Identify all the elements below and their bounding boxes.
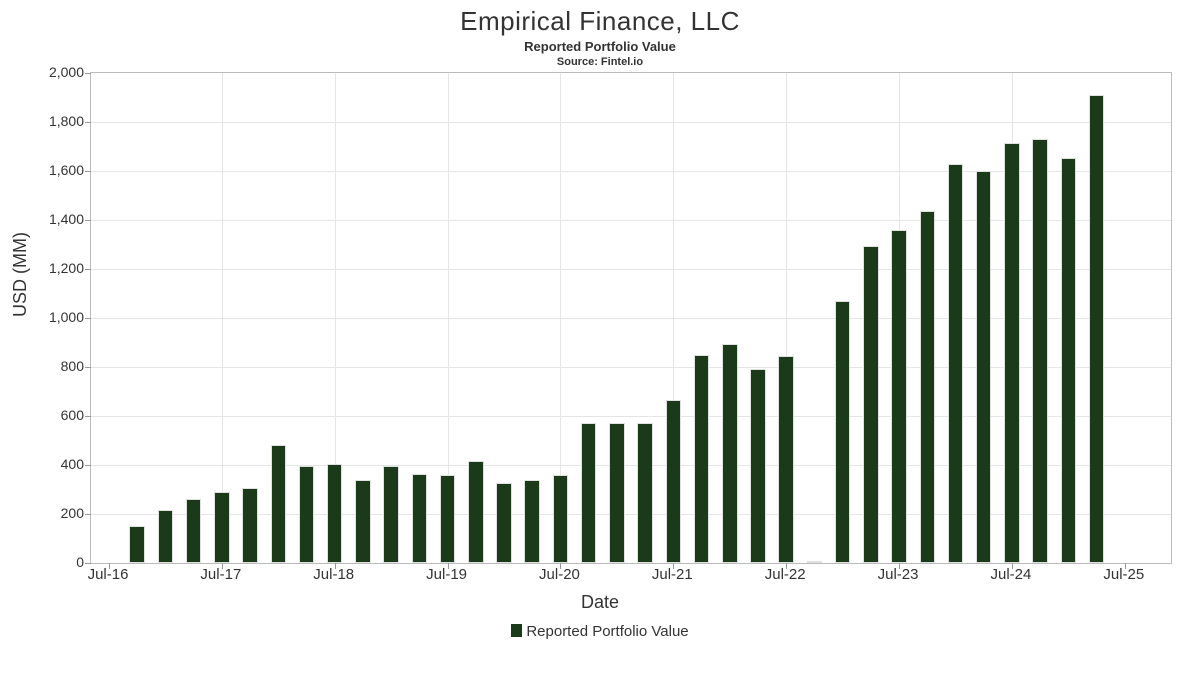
x-tick-label: Jul-22 [765,566,806,583]
legend-label: Reported Portfolio Value [526,623,688,640]
bar [778,356,794,563]
y-tick-label: 200 [4,505,84,521]
bar [383,466,399,563]
y-tick-mark [85,367,91,368]
y-tick-label: 1,400 [4,211,84,227]
y-tick-mark [85,514,91,515]
bar [807,561,823,563]
gridline-horizontal [91,122,1171,123]
x-tick-label: Jul-25 [1103,566,1144,583]
bar [214,492,230,563]
y-tick-mark [85,220,91,221]
y-tick-mark [85,416,91,417]
bar [1089,95,1105,563]
bar [835,301,851,563]
bar [186,499,202,563]
bar [1032,139,1048,563]
bar [129,526,145,563]
bar [666,400,682,563]
bar [355,480,371,563]
bar [581,423,597,563]
x-tick-label: Jul-19 [426,566,467,583]
bar [694,355,710,563]
y-tick-mark [85,171,91,172]
y-tick-label: 1,000 [4,309,84,325]
bar [920,211,936,563]
y-tick-label: 600 [4,407,84,423]
bar [609,423,625,563]
x-tick-label: Jul-18 [313,566,354,583]
bar [637,423,653,563]
y-tick-mark [85,465,91,466]
y-tick-label: 800 [4,358,84,374]
x-tick-label: Jul-17 [200,566,241,583]
y-tick-label: 400 [4,456,84,472]
bar [976,171,992,563]
bar [722,344,738,563]
bar [750,369,766,563]
chart-source: Source: Fintel.io [0,56,1200,68]
chart-titles: Empirical Finance, LLC Reported Portfoli… [0,0,1200,68]
bar [1061,158,1077,563]
chart-title: Empirical Finance, LLC [0,6,1200,37]
x-tick-label: Jul-20 [539,566,580,583]
bar [271,445,287,563]
bar [158,510,174,563]
bar [496,483,512,563]
x-tick-label: Jul-24 [990,566,1031,583]
gridline-vertical [222,73,223,563]
y-tick-label: 0 [4,554,84,570]
bar [468,461,484,563]
bar [327,464,343,563]
chart-container: Empirical Finance, LLC Reported Portfoli… [0,0,1200,675]
bar [553,475,569,563]
bar [948,164,964,563]
plot-area [90,72,1172,564]
x-tick-label: Jul-16 [88,566,129,583]
x-tick-label: Jul-21 [652,566,693,583]
legend: Reported Portfolio Value [0,623,1200,640]
bar [242,488,258,563]
y-tick-label: 1,200 [4,260,84,276]
bar [863,246,879,563]
bar [1004,143,1020,563]
bar [524,480,540,563]
y-tick-mark [85,318,91,319]
bar [299,466,315,563]
y-tick-mark [85,563,91,564]
bar [891,230,907,563]
y-tick-label: 1,600 [4,162,84,178]
chart-subtitle: Reported Portfolio Value [0,39,1200,54]
y-tick-mark [85,122,91,123]
y-tick-label: 2,000 [4,64,84,80]
y-tick-label: 1,800 [4,113,84,129]
legend-swatch [511,624,522,637]
bar [440,475,456,563]
x-tick-label: Jul-23 [878,566,919,583]
y-tick-mark [85,269,91,270]
y-tick-mark [85,73,91,74]
x-axis-label: Date [0,592,1200,613]
bar [412,474,428,563]
